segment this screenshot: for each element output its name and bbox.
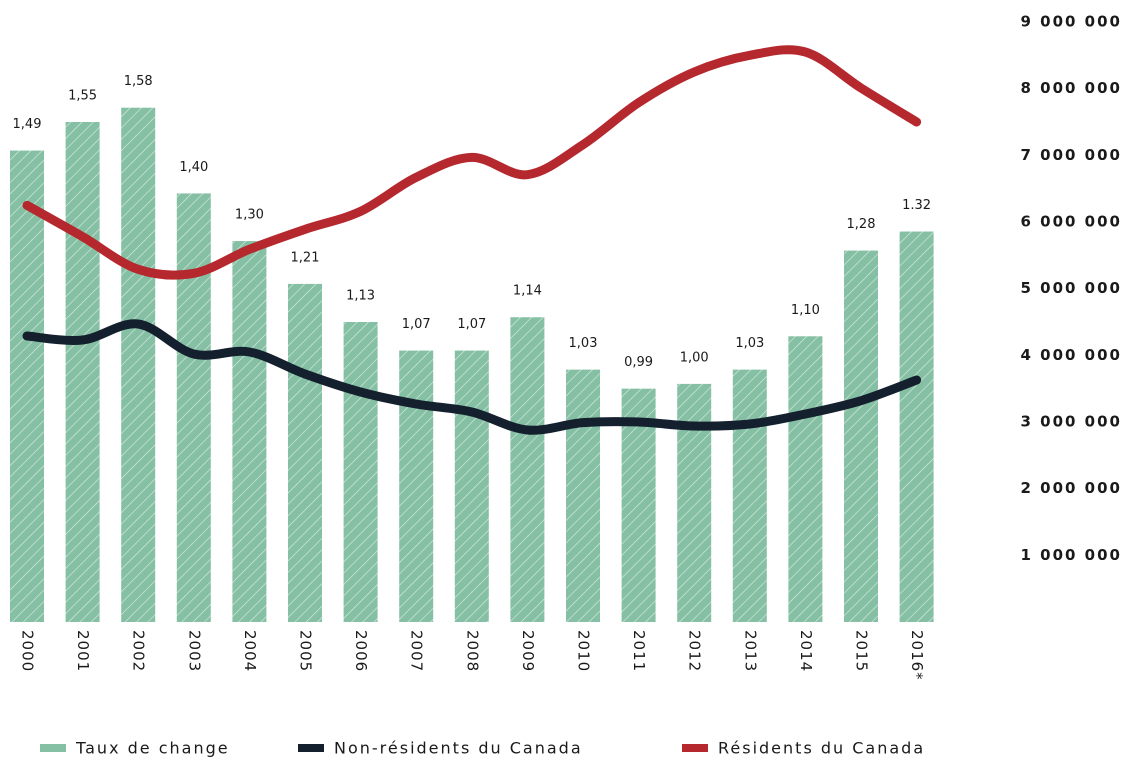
x-tick-label: 2011 <box>630 630 648 672</box>
x-tick-label: 2000 <box>19 630 37 672</box>
bar <box>788 336 823 622</box>
bar-value-label: 1.32 <box>902 198 931 213</box>
bar-value-label: 0,99 <box>624 355 653 370</box>
bar-value-label: 1,40 <box>179 160 208 175</box>
x-tick-label: 2003 <box>185 630 203 672</box>
bar <box>288 283 322 622</box>
x-tick-label: 2010 <box>575 630 593 672</box>
x-tick-label: 2007 <box>408 630 426 672</box>
y2-tick-label: 4 000 000 <box>1020 346 1122 364</box>
bar-value-label: 1,30 <box>235 208 264 223</box>
bar-value-label: 1,00 <box>680 350 709 365</box>
bar-value-label: 1,49 <box>13 117 42 132</box>
bar-value-label: 1,55 <box>68 89 97 104</box>
bar-value-label: 1,07 <box>402 317 431 332</box>
bar-value-label: 1,10 <box>791 303 820 318</box>
x-tick-label: 2016* <box>908 630 926 681</box>
bar <box>454 350 489 622</box>
bar <box>677 383 712 622</box>
bar <box>510 317 545 622</box>
legend-label: Résidents du Canada <box>718 739 925 758</box>
x-tick-label: 2013 <box>741 630 759 672</box>
legend-swatch <box>298 744 324 752</box>
bar <box>343 322 378 622</box>
y2-tick-label: 2 000 000 <box>1020 479 1122 497</box>
bar-value-label: 1,21 <box>291 250 320 265</box>
x-tick-label: 2004 <box>241 630 259 672</box>
bar-value-label: 1,03 <box>569 336 598 351</box>
line <box>22 45 922 280</box>
bar <box>232 241 267 623</box>
bar <box>844 250 878 623</box>
bar <box>566 369 600 622</box>
x-tick-label: 2001 <box>74 630 92 672</box>
y2-tick-label: 8 000 000 <box>1020 79 1122 97</box>
x-tick-label: 2002 <box>130 630 148 672</box>
bar <box>899 231 934 622</box>
bar <box>65 122 100 622</box>
bar-value-label: 1,13 <box>346 289 375 304</box>
y2-tick-label: 1 000 000 <box>1020 546 1122 564</box>
y2-tick-label: 7 000 000 <box>1020 146 1122 164</box>
line <box>22 319 922 435</box>
bar-value-label: 1,03 <box>735 336 764 351</box>
bar-value-label: 1,07 <box>457 317 486 332</box>
x-tick-label: 2014 <box>797 630 815 672</box>
bar <box>732 369 767 622</box>
bar <box>121 107 156 622</box>
legend-label: Non-résidents du Canada <box>334 739 583 758</box>
bar <box>10 150 44 623</box>
x-tick-label: 2008 <box>463 630 481 672</box>
y2-tick-label: 3 000 000 <box>1020 413 1122 431</box>
y2-tick-label: 5 000 000 <box>1020 279 1122 297</box>
bar-value-label: 1,14 <box>513 284 542 299</box>
legend-label: Taux de change <box>75 739 230 758</box>
x-tick-label: 2005 <box>297 630 315 672</box>
x-tick-label: 2012 <box>686 630 704 672</box>
bar-value-label: 1,58 <box>124 74 153 89</box>
x-tick-label: 2009 <box>519 630 537 672</box>
bar <box>621 388 656 622</box>
x-tick-label: 2015 <box>853 630 871 672</box>
bar <box>399 350 434 622</box>
y2-tick-label: 9 000 000 <box>1020 13 1122 31</box>
legend-swatch <box>40 744 66 752</box>
bar <box>176 193 211 622</box>
x-tick-label: 2006 <box>352 630 370 672</box>
bar-value-label: 1,28 <box>847 217 876 232</box>
y2-tick-label: 6 000 000 <box>1020 213 1122 231</box>
legend-swatch <box>682 744 708 752</box>
